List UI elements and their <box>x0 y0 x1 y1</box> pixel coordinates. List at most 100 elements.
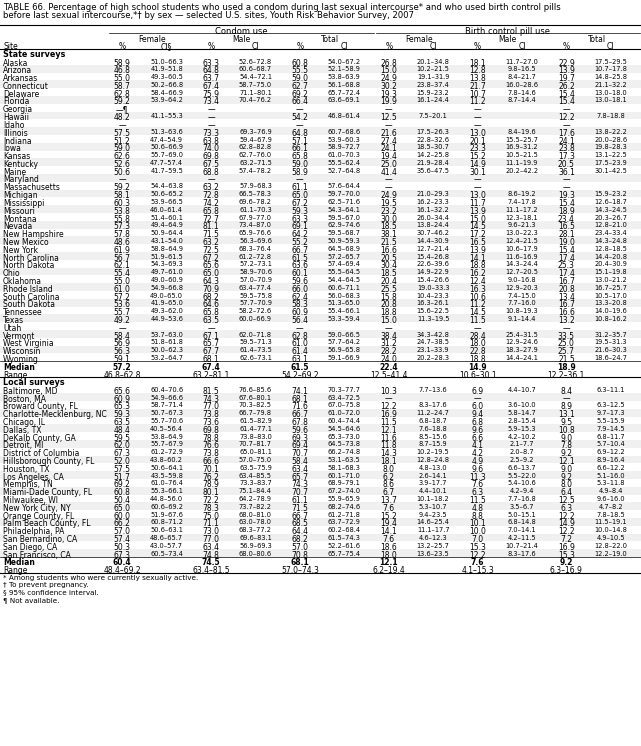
Text: 50.6: 50.6 <box>113 168 131 177</box>
Text: 5.1–16.0: 5.1–16.0 <box>597 473 625 479</box>
Text: 7.6: 7.6 <box>383 535 395 544</box>
Text: 9.2: 9.2 <box>560 559 573 568</box>
Text: 63.4: 63.4 <box>203 543 220 552</box>
Text: 31.2: 31.2 <box>380 339 397 348</box>
Text: 65.0: 65.0 <box>292 191 308 200</box>
Text: 68.1: 68.1 <box>292 395 308 404</box>
Text: Massachusetts: Massachusetts <box>3 184 60 192</box>
Text: —: — <box>385 395 392 404</box>
Text: 59.2: 59.2 <box>113 98 131 107</box>
Text: 62.9–74.6: 62.9–74.6 <box>328 222 361 228</box>
Text: 12.2: 12.2 <box>558 113 575 122</box>
Text: —: — <box>563 324 570 333</box>
Text: 10.8: 10.8 <box>558 426 575 435</box>
Text: New Hampshire: New Hampshire <box>3 230 63 239</box>
Text: 7.6–18.8: 7.6–18.8 <box>419 426 447 432</box>
Text: 61.5: 61.5 <box>290 363 309 372</box>
Text: 46.8–61.4: 46.8–61.4 <box>328 113 361 119</box>
Text: 8.3–17.6: 8.3–17.6 <box>508 551 537 557</box>
Text: 30.2: 30.2 <box>380 82 397 91</box>
Text: 12.2: 12.2 <box>469 551 486 560</box>
Text: Orange County, FL: Orange County, FL <box>3 512 74 521</box>
Text: 2.5–9.2: 2.5–9.2 <box>510 457 534 463</box>
Text: 12.1: 12.1 <box>380 426 397 435</box>
Text: 15.3: 15.3 <box>558 551 575 560</box>
Text: 11.5–19.1: 11.5–19.1 <box>595 519 627 525</box>
Text: 4.9–8.4: 4.9–8.4 <box>599 488 623 494</box>
Text: 13.0: 13.0 <box>469 191 486 200</box>
Text: 56.1–68.8: 56.1–68.8 <box>328 82 361 88</box>
Bar <box>0 314 641 322</box>
Text: 60.4: 60.4 <box>113 559 131 568</box>
Text: —: — <box>296 324 304 333</box>
Text: 66.4: 66.4 <box>292 98 308 107</box>
Text: 55.3–66.1: 55.3–66.1 <box>150 488 183 494</box>
Text: 12.7–20.5: 12.7–20.5 <box>506 269 538 275</box>
Text: 4.4–10.1: 4.4–10.1 <box>419 488 447 494</box>
Text: 5.3–10.7: 5.3–10.7 <box>419 504 447 510</box>
Text: 41.7–59.5: 41.7–59.5 <box>150 168 183 174</box>
Text: Idaho: Idaho <box>3 121 24 130</box>
Text: 57.2: 57.2 <box>113 292 131 301</box>
Text: 60.1: 60.1 <box>292 269 308 278</box>
Text: 73.4: 73.4 <box>203 98 220 107</box>
Text: 68.2: 68.2 <box>203 292 219 301</box>
Text: 70.3–82.5: 70.3–82.5 <box>239 402 272 408</box>
Text: 10.2–21.5: 10.2–21.5 <box>417 66 449 72</box>
Text: 14.4–24.1: 14.4–24.1 <box>506 355 538 361</box>
Text: 18.5–30.7: 18.5–30.7 <box>417 144 449 150</box>
Text: 67.3: 67.3 <box>113 551 131 560</box>
Text: San Diego, CA: San Diego, CA <box>3 543 57 552</box>
Text: —: — <box>207 121 215 130</box>
Text: 12.2: 12.2 <box>380 402 397 411</box>
Text: 61.0: 61.0 <box>113 285 131 294</box>
Text: 19.4: 19.4 <box>380 152 397 161</box>
Text: 55.2: 55.2 <box>292 238 308 247</box>
Text: ¶ Not available.: ¶ Not available. <box>3 597 60 603</box>
Text: 21.5: 21.5 <box>380 238 397 247</box>
Text: 5.5–15.9: 5.5–15.9 <box>597 418 625 424</box>
Text: 57.5: 57.5 <box>113 129 131 138</box>
Text: 41.1–55.3: 41.1–55.3 <box>150 113 183 119</box>
Text: 53.6: 53.6 <box>113 301 131 310</box>
Text: 49.3–60.5: 49.3–60.5 <box>150 74 183 80</box>
Text: 8.4–21.7: 8.4–21.7 <box>508 74 537 80</box>
Text: 10.6: 10.6 <box>469 292 486 301</box>
Text: 15.0: 15.0 <box>380 66 397 75</box>
Text: %: % <box>296 42 303 51</box>
Text: Broward County, FL: Broward County, FL <box>3 402 78 411</box>
Text: 63.7–72.9: 63.7–72.9 <box>328 519 361 525</box>
Text: 9.4–23.5: 9.4–23.5 <box>419 512 447 518</box>
Text: 13.4: 13.4 <box>558 292 575 301</box>
Text: 67.7: 67.7 <box>203 347 220 356</box>
Text: 55.9–65.9: 55.9–65.9 <box>328 496 361 502</box>
Text: Missouri: Missouri <box>3 207 35 216</box>
Text: 18.1: 18.1 <box>380 457 397 466</box>
Text: 17.2: 17.2 <box>469 230 486 239</box>
Text: 60.0–66.9: 60.0–66.9 <box>239 316 272 322</box>
Text: 16.2–23.3: 16.2–23.3 <box>417 199 449 205</box>
Text: 61.0–72.0: 61.0–72.0 <box>328 410 361 416</box>
Text: Birth control pill use: Birth control pill use <box>465 27 550 36</box>
Text: Arizona: Arizona <box>3 66 32 75</box>
Text: 12.2–36.1: 12.2–36.1 <box>547 371 585 380</box>
Text: 13.9: 13.9 <box>558 66 575 75</box>
Text: 65.0: 65.0 <box>113 504 131 513</box>
Text: 2.6–14.1: 2.6–14.1 <box>419 473 447 479</box>
Text: 59.6: 59.6 <box>292 426 308 435</box>
Text: 60.4–70.6: 60.4–70.6 <box>150 386 183 393</box>
Text: 48.4–69.2: 48.4–69.2 <box>103 566 141 575</box>
Text: 55.4–66.1: 55.4–66.1 <box>328 308 361 314</box>
Text: 24.1: 24.1 <box>558 137 575 145</box>
Text: 19.3: 19.3 <box>558 191 575 200</box>
Text: 59.3: 59.3 <box>292 207 308 216</box>
Text: 53.8: 53.8 <box>113 207 131 216</box>
Text: 9.6: 9.6 <box>472 426 483 435</box>
Text: Condom use: Condom use <box>215 27 267 36</box>
Text: 67.8: 67.8 <box>292 418 308 427</box>
Text: 50.9–59.3: 50.9–59.3 <box>328 238 361 244</box>
Text: 58.7–75.0: 58.7–75.0 <box>239 82 272 88</box>
Text: 47.4–54.9: 47.4–54.9 <box>150 137 183 142</box>
Text: 4.8: 4.8 <box>472 504 483 513</box>
Text: 15.2: 15.2 <box>380 512 397 521</box>
